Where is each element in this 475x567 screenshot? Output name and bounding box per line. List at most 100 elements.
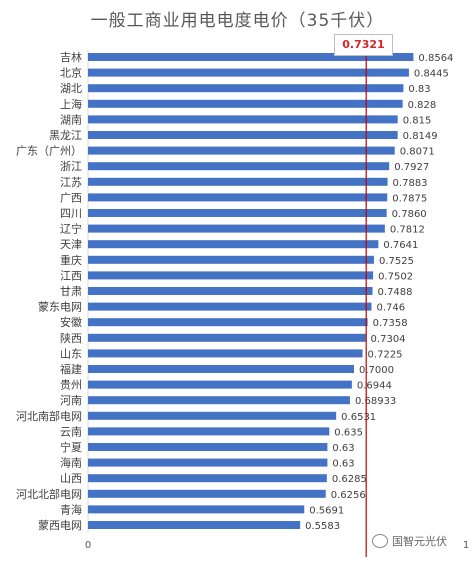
category-label: 河北北部电网: [16, 487, 82, 501]
category-label: 河北南部电网: [16, 409, 82, 423]
bar: [88, 53, 414, 61]
category-label: 吉林: [60, 50, 82, 64]
value-label: 0.68933: [355, 396, 396, 407]
value-label: 0.83: [408, 84, 430, 95]
category-label: 宁夏: [60, 440, 82, 454]
value-label: 0.7875: [392, 193, 427, 204]
category-label: 江西: [60, 269, 82, 282]
category-label: 云南: [60, 425, 82, 438]
value-label: 0.7304: [371, 334, 406, 345]
value-label: 0.7860: [392, 209, 427, 220]
value-label: 0.7225: [368, 349, 403, 360]
bar: [88, 302, 372, 311]
value-label: 0.63: [332, 459, 354, 470]
category-label: 北京: [60, 66, 82, 80]
category-label: 辽宁: [60, 222, 82, 236]
value-label: 0.6944: [357, 381, 392, 392]
category-label: 山东: [60, 347, 82, 360]
category-label: 蒙东电网: [38, 301, 82, 314]
bar: [88, 349, 363, 358]
bar: [88, 177, 388, 186]
category-label: 广西: [60, 191, 82, 204]
value-label: 0.746: [376, 303, 405, 314]
bar: [88, 271, 374, 280]
bar: [88, 209, 387, 217]
reference-value-label: 0.7321: [334, 34, 393, 56]
category-label: 安徽: [60, 315, 82, 329]
bar: [88, 411, 337, 420]
category-label: 湖南: [60, 113, 82, 126]
category-label: 福建: [60, 362, 82, 376]
bar: [88, 131, 398, 139]
category-label: 陕西: [60, 331, 82, 345]
bar: [88, 489, 326, 498]
category-label: 天津: [60, 238, 82, 251]
bar: [88, 287, 373, 295]
bar: [88, 380, 352, 389]
value-label: 0.8149: [403, 131, 438, 142]
value-label: 0.8071: [400, 147, 435, 158]
value-label: 0.7812: [390, 225, 425, 236]
value-label: 0.8564: [418, 53, 453, 64]
value-label: 0.828: [408, 100, 437, 111]
value-label: 0.7525: [379, 256, 414, 267]
category-label: 甘肃: [60, 285, 82, 298]
category-label: 黑龙江: [49, 129, 82, 142]
category-label: 江苏: [60, 176, 82, 189]
value-label: 0.5583: [305, 521, 340, 532]
category-label: 河南: [60, 394, 82, 407]
watermark: 国智元光伏: [372, 531, 472, 551]
bar: [88, 318, 368, 327]
bar: [88, 458, 328, 467]
bar: [88, 474, 327, 483]
category-label: 贵州: [60, 379, 82, 392]
bar: [88, 193, 388, 202]
value-label: 0.7000: [359, 365, 394, 376]
value-label: 0.7488: [378, 287, 413, 298]
category-label: 青海: [60, 502, 82, 516]
value-label: 0.7502: [378, 271, 413, 282]
value-label: 0.5691: [309, 505, 344, 516]
category-label: 浙江: [60, 160, 82, 173]
value-label: 0.815: [403, 115, 432, 126]
bar: [88, 115, 398, 124]
value-label: 0.6285: [332, 474, 367, 485]
x-tick-label: 0: [85, 540, 91, 551]
bar: [88, 68, 409, 77]
value-label: 0.6256: [331, 490, 366, 501]
bar: [88, 146, 395, 155]
value-label: 0.8445: [414, 69, 449, 80]
bar: [88, 255, 374, 264]
bar: [88, 443, 328, 451]
category-label: 山西: [60, 472, 82, 485]
value-label: 0.7358: [373, 318, 408, 329]
value-label: 0.7927: [394, 162, 429, 173]
category-label: 重庆: [60, 253, 82, 267]
category-label: 海南: [60, 456, 82, 470]
bar: [88, 427, 330, 436]
watermark-text: 国智元光伏: [392, 535, 447, 548]
x-tick-label: 1: [463, 540, 469, 551]
category-label: 上海: [60, 97, 82, 111]
category-label: 蒙西电网: [38, 519, 82, 532]
category-label: 四川: [60, 207, 82, 220]
bar: [88, 99, 403, 108]
value-label: 0.635: [334, 427, 363, 438]
category-label: 广东（广州）: [16, 145, 82, 158]
wechat-icon: [372, 534, 388, 548]
value-label: 0.7641: [383, 240, 418, 251]
value-label: 0.63: [332, 443, 354, 454]
category-label: 湖北: [60, 82, 82, 95]
bar: [88, 84, 404, 93]
bar: [88, 365, 354, 373]
bar: [88, 396, 350, 405]
value-label: 0.6531: [341, 412, 376, 423]
bar: [88, 240, 379, 249]
chart-title: 一般工商业用电电度电价（35千伏）: [90, 11, 385, 31]
bar: [88, 521, 301, 529]
value-label: 0.7883: [393, 178, 428, 189]
bar: [88, 505, 305, 514]
bar: [88, 224, 385, 233]
